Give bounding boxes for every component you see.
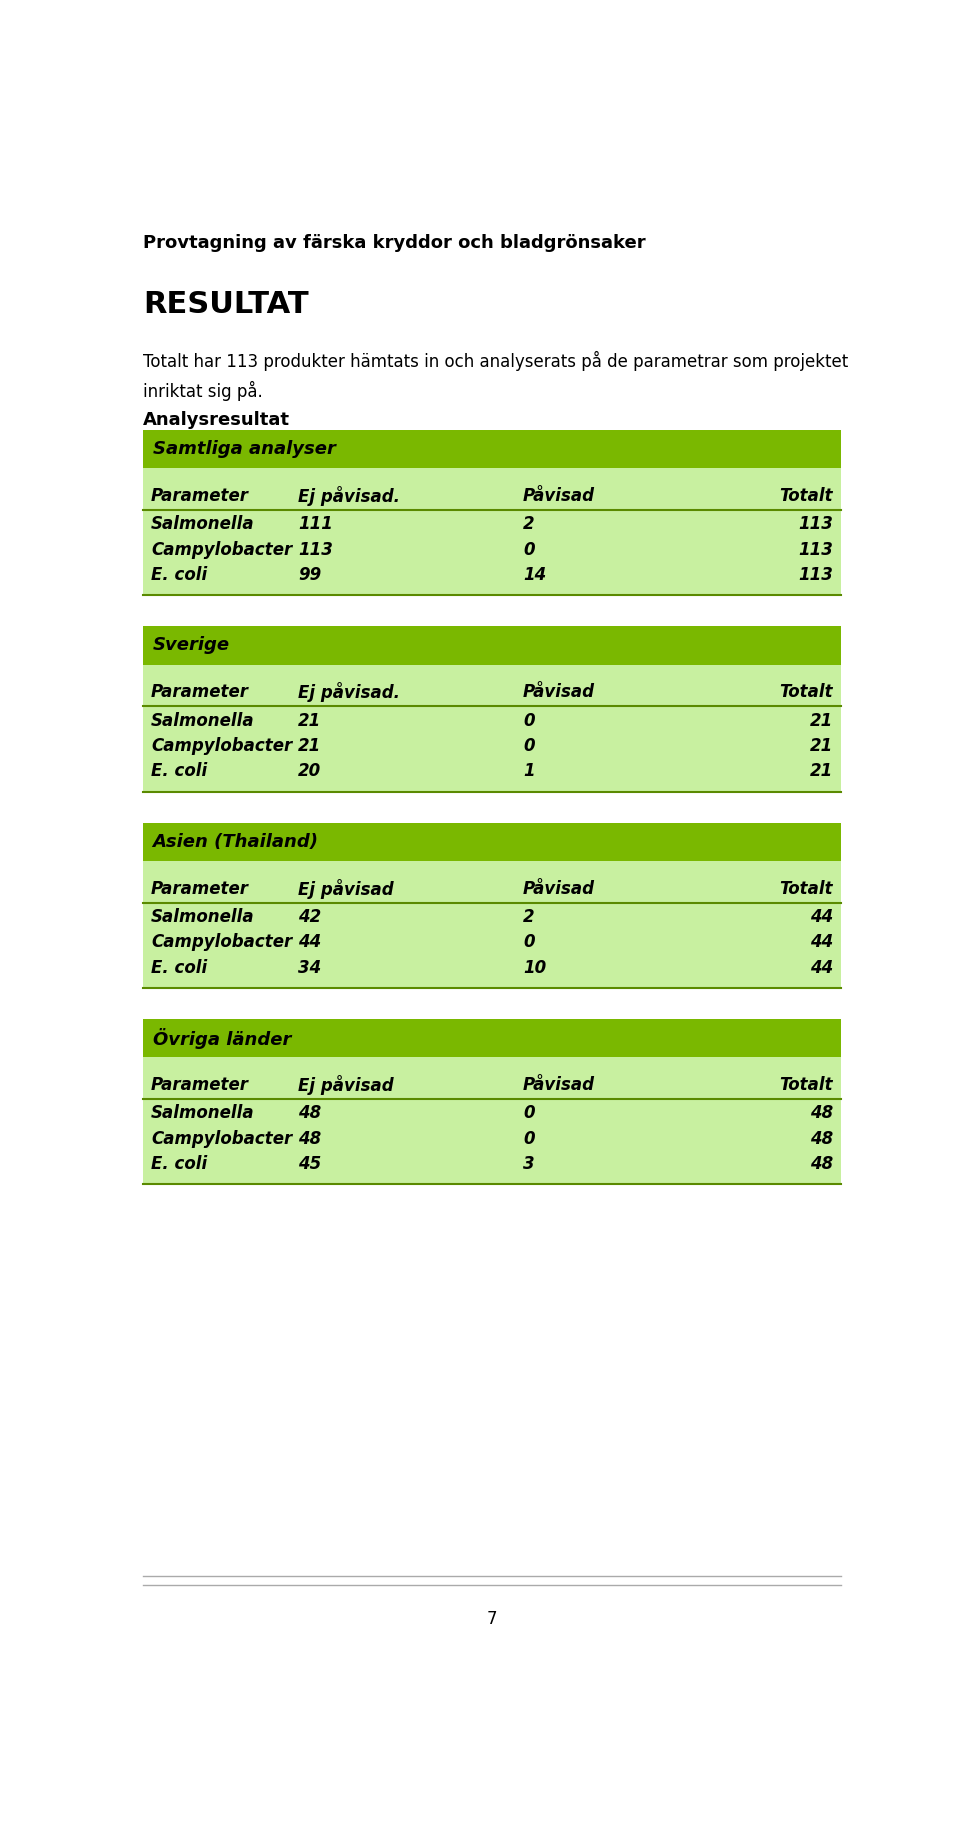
Bar [143,430,841,468]
Text: 0: 0 [523,540,535,558]
Text: E. coli: E. coli [151,566,207,584]
Text: 0: 0 [523,737,535,755]
Text: Parameter: Parameter [151,880,249,898]
Text: 0: 0 [523,1130,535,1148]
Text: Övriga länder: Övriga länder [153,1027,291,1049]
Text: Ej påvisad.: Ej påvisad. [299,683,400,702]
Text: Parameter: Parameter [151,487,249,505]
Bar [143,1058,841,1185]
Text: 113: 113 [798,514,833,533]
Text: 113: 113 [299,540,333,558]
Text: Totalt: Totalt [780,487,833,505]
Text: Totalt: Totalt [780,1076,833,1095]
Text: Påvisad: Påvisad [523,1076,595,1095]
Text: 21: 21 [809,737,833,755]
Text: Totalt: Totalt [780,683,833,702]
Text: Provtagning av färska kryddor och bladgrönsaker: Provtagning av färska kryddor och bladgr… [143,235,646,252]
Text: Campylobacter: Campylobacter [151,1130,292,1148]
Text: RESULTAT: RESULTAT [143,290,309,320]
Text: 48: 48 [809,1130,833,1148]
Text: 44: 44 [809,933,833,952]
Text: Totalt har 113 produkter hämtats in och analyserats på de parametrar som projekt: Totalt har 113 produkter hämtats in och … [143,351,849,400]
Text: 44: 44 [809,959,833,977]
Text: E. coli: E. coli [151,1155,207,1174]
Text: E. coli: E. coli [151,959,207,977]
Text: 34: 34 [299,959,322,977]
Text: Campylobacter: Campylobacter [151,737,292,755]
Bar [143,862,841,988]
Bar [143,468,841,595]
Text: Totalt: Totalt [780,880,833,898]
Bar [143,1020,841,1058]
Text: 113: 113 [798,566,833,584]
Text: 10: 10 [523,959,546,977]
Text: 20: 20 [299,762,322,781]
Text: Samtliga analyser: Samtliga analyser [153,441,335,457]
Text: Asien (Thailand): Asien (Thailand) [153,832,319,851]
Text: 0: 0 [523,933,535,952]
Text: Påvisad: Påvisad [523,880,595,898]
Text: 0: 0 [523,711,535,729]
Text: Salmonella: Salmonella [151,711,254,729]
Text: Parameter: Parameter [151,683,249,702]
Text: 113: 113 [798,540,833,558]
Text: Ej påvisad: Ej påvisad [299,878,394,898]
Text: Campylobacter: Campylobacter [151,933,292,952]
Text: Parameter: Parameter [151,1076,249,1095]
Text: 21: 21 [809,762,833,781]
Text: 111: 111 [299,514,333,533]
Bar [143,665,841,792]
Text: 44: 44 [809,907,833,926]
Text: Salmonella: Salmonella [151,514,254,533]
Text: Salmonella: Salmonella [151,907,254,926]
Text: 48: 48 [299,1104,322,1122]
Text: 21: 21 [299,711,322,729]
Text: 0: 0 [523,1104,535,1122]
Text: 45: 45 [299,1155,322,1174]
Text: 48: 48 [809,1104,833,1122]
Text: 21: 21 [299,737,322,755]
Text: 21: 21 [809,711,833,729]
Text: Påvisad: Påvisad [523,487,595,505]
Bar [143,626,841,665]
Text: 42: 42 [299,907,322,926]
Text: 2: 2 [523,514,535,533]
Text: Sverige: Sverige [153,636,229,654]
Bar [143,823,841,862]
Text: Ej påvisad.: Ej påvisad. [299,487,400,507]
Text: 2: 2 [523,907,535,926]
Text: 3: 3 [523,1155,535,1174]
Text: 44: 44 [299,933,322,952]
Text: Analysresultat: Analysresultat [143,411,290,430]
Text: Salmonella: Salmonella [151,1104,254,1122]
Text: 48: 48 [809,1155,833,1174]
Text: 48: 48 [299,1130,322,1148]
Text: 1: 1 [523,762,535,781]
Text: Ej påvisad: Ej påvisad [299,1075,394,1095]
Text: E. coli: E. coli [151,762,207,781]
Text: 7: 7 [487,1611,497,1628]
Text: Påvisad: Påvisad [523,683,595,702]
Text: 99: 99 [299,566,322,584]
Text: Campylobacter: Campylobacter [151,540,292,558]
Text: 14: 14 [523,566,546,584]
